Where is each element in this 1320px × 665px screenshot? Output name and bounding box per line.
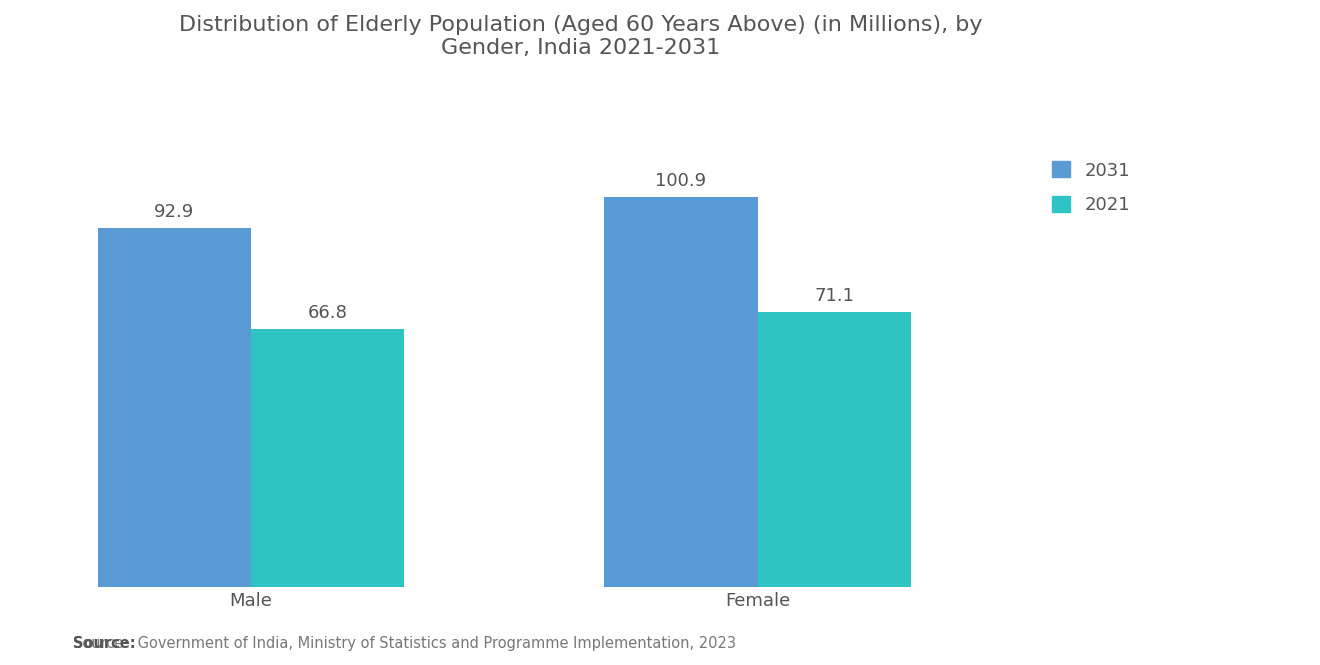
Title: Distribution of Elderly Population (Aged 60 Years Above) (in Millions), by
Gende: Distribution of Elderly Population (Aged… [180, 15, 982, 59]
Text: Source:: Source: [73, 636, 135, 652]
Text: 92.9: 92.9 [154, 203, 194, 221]
Text: 71.1: 71.1 [814, 287, 854, 305]
Text: Source:  Government of India, Ministry of Statistics and Programme Implementatio: Source: Government of India, Ministry of… [73, 636, 735, 652]
Bar [758, 313, 911, 587]
Bar [251, 329, 404, 587]
Text: 66.8: 66.8 [308, 304, 347, 322]
Legend: 2031, 2021: 2031, 2021 [1045, 154, 1138, 221]
Bar [98, 228, 251, 587]
Text: 100.9: 100.9 [656, 172, 706, 190]
Bar [605, 198, 758, 587]
